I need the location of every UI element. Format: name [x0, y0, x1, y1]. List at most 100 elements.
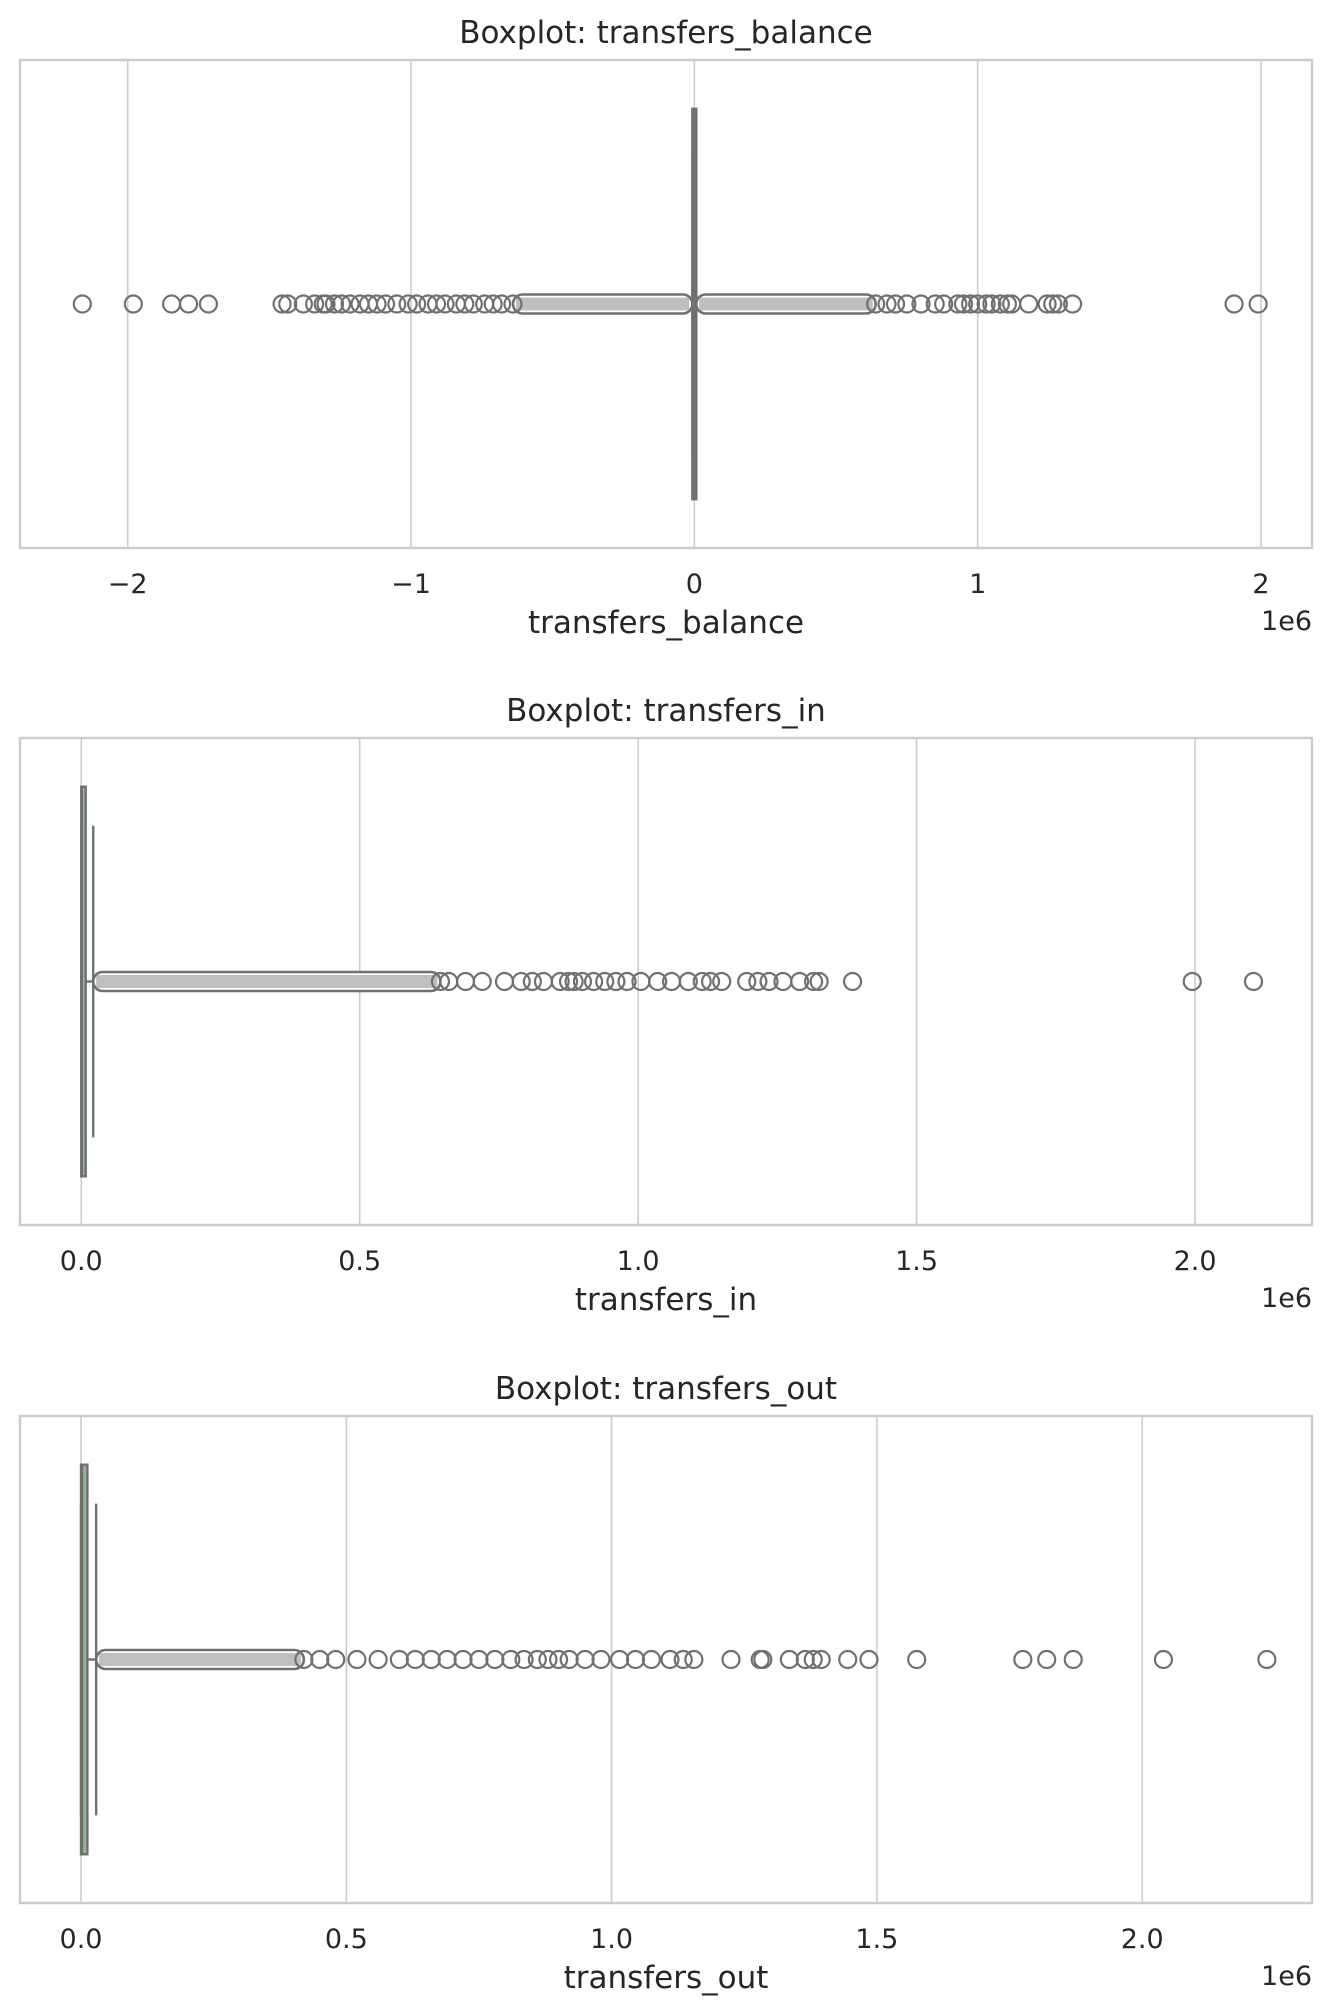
outlier-point [305, 294, 325, 314]
outlier-point [387, 294, 407, 314]
outlier-point [550, 971, 570, 992]
outlier-point [310, 1649, 330, 1670]
outlier-point [684, 1649, 704, 1670]
chart-panel-2: Boxplot: transfers_in 0.0 0.5 1.0 1.5 2.0 tran… [18, 693, 1314, 1318]
outlier-point [911, 294, 931, 314]
x-tick-label: 0 [686, 569, 703, 600]
outlier-point [421, 1649, 441, 1670]
x-tick-label: 0.5 [325, 1924, 368, 1955]
outlier-point [430, 971, 451, 992]
outlier-point [178, 294, 199, 314]
outlier-point [609, 1649, 630, 1670]
outlier-point [877, 294, 897, 314]
outlier-point [572, 971, 593, 992]
outlier-point [511, 971, 531, 992]
outlier-point [982, 294, 1002, 314]
x-tick-label: −1 [391, 569, 431, 600]
axes-frame [18, 1414, 1314, 1905]
outlier-point [803, 1649, 823, 1670]
x-tick-label: 1.5 [895, 1246, 938, 1277]
outlier-point [1153, 1649, 1174, 1670]
x-tick-label: 1 [969, 569, 986, 600]
outlier-point [527, 1649, 547, 1670]
outlier-point [838, 1649, 858, 1670]
outlier-point [278, 294, 298, 314]
chart-panel-3: Boxplot: transfers_out 0.0 0.5 1.0 1.5 2.0 tra… [18, 1371, 1314, 1996]
outlier-point [595, 971, 615, 992]
outlier-point [1257, 1649, 1277, 1670]
outlier-point [514, 1649, 534, 1670]
x-tick-label: −2 [108, 569, 148, 600]
outlier-point [398, 294, 418, 314]
outlier-point [811, 1649, 831, 1670]
x-tick-label: 2.0 [1174, 1246, 1217, 1277]
outlier-point [494, 971, 515, 992]
x-tick-label: 2.0 [1121, 1924, 1164, 1955]
outlier-point [375, 294, 396, 314]
outlier-point [367, 294, 387, 314]
outlier-point [483, 294, 503, 314]
outlier-point [721, 1649, 741, 1670]
outlier-point [123, 294, 143, 314]
outlier-point [347, 1649, 367, 1670]
outlier-point [492, 294, 512, 314]
x-axis-label: transfers_out [564, 1960, 769, 1996]
axes-frame [18, 736, 1314, 1227]
dense-outlier-fill [516, 297, 690, 311]
axes-frame [18, 58, 1314, 550]
outlier-point [503, 294, 523, 314]
outlier-point [948, 294, 968, 314]
outlier-point [1037, 294, 1057, 314]
outlier-point [426, 294, 447, 314]
outlier-point [1048, 294, 1069, 314]
x-axis-label: transfers_balance [528, 605, 804, 641]
x-tick-label: 0.0 [60, 1246, 103, 1277]
outlier-point [953, 294, 974, 314]
outlier-point [753, 1649, 773, 1670]
outlier-point [748, 971, 768, 992]
outlier-point [435, 294, 455, 314]
outlier-point [606, 971, 626, 992]
chart-title: Boxplot: transfers_in [506, 693, 826, 729]
outlier-point [324, 294, 345, 314]
outlier-point [533, 971, 554, 992]
outlier-point [522, 971, 542, 992]
x-tick-label: 0.0 [60, 1924, 103, 1955]
outlier-point [453, 1649, 473, 1670]
outlier-point [779, 1649, 799, 1670]
x-tick-label: 1.0 [590, 1924, 633, 1955]
outlier-point [161, 294, 182, 314]
outlier-point [625, 1649, 646, 1670]
outlier-point [648, 971, 668, 992]
outlier-point [455, 971, 476, 992]
outlier-point [641, 1649, 662, 1670]
outlier-point [591, 1649, 611, 1670]
outlier-point [501, 1649, 521, 1670]
outlier-point [1063, 1649, 1083, 1670]
outlier-point [558, 971, 579, 992]
outlier-point [976, 294, 996, 314]
scale-offset-label: 1e6 [1261, 1961, 1312, 1992]
outlier-point [72, 294, 92, 314]
outlier-point [885, 294, 906, 314]
outlier-point [692, 971, 712, 992]
outlier-point [463, 294, 483, 314]
outlier-point [1182, 971, 1202, 992]
outlier-point [866, 294, 886, 314]
outlier-point [538, 1649, 558, 1670]
outlier-point [559, 1649, 579, 1670]
x-tick-label: 1.0 [617, 1246, 660, 1277]
x-tick-label: 2 [1252, 569, 1269, 600]
dense-outlier-fill [96, 975, 438, 988]
outlier-point [1062, 294, 1083, 314]
outlier-point [673, 1649, 693, 1670]
outlier-point [1248, 294, 1268, 314]
outlier-point [340, 294, 360, 314]
outlier-point [1019, 294, 1039, 314]
outlier-point [1224, 294, 1244, 314]
outlier-point [990, 294, 1010, 314]
outlier-point [389, 1649, 409, 1670]
chart-title: Boxplot: transfers_balance [459, 15, 872, 51]
